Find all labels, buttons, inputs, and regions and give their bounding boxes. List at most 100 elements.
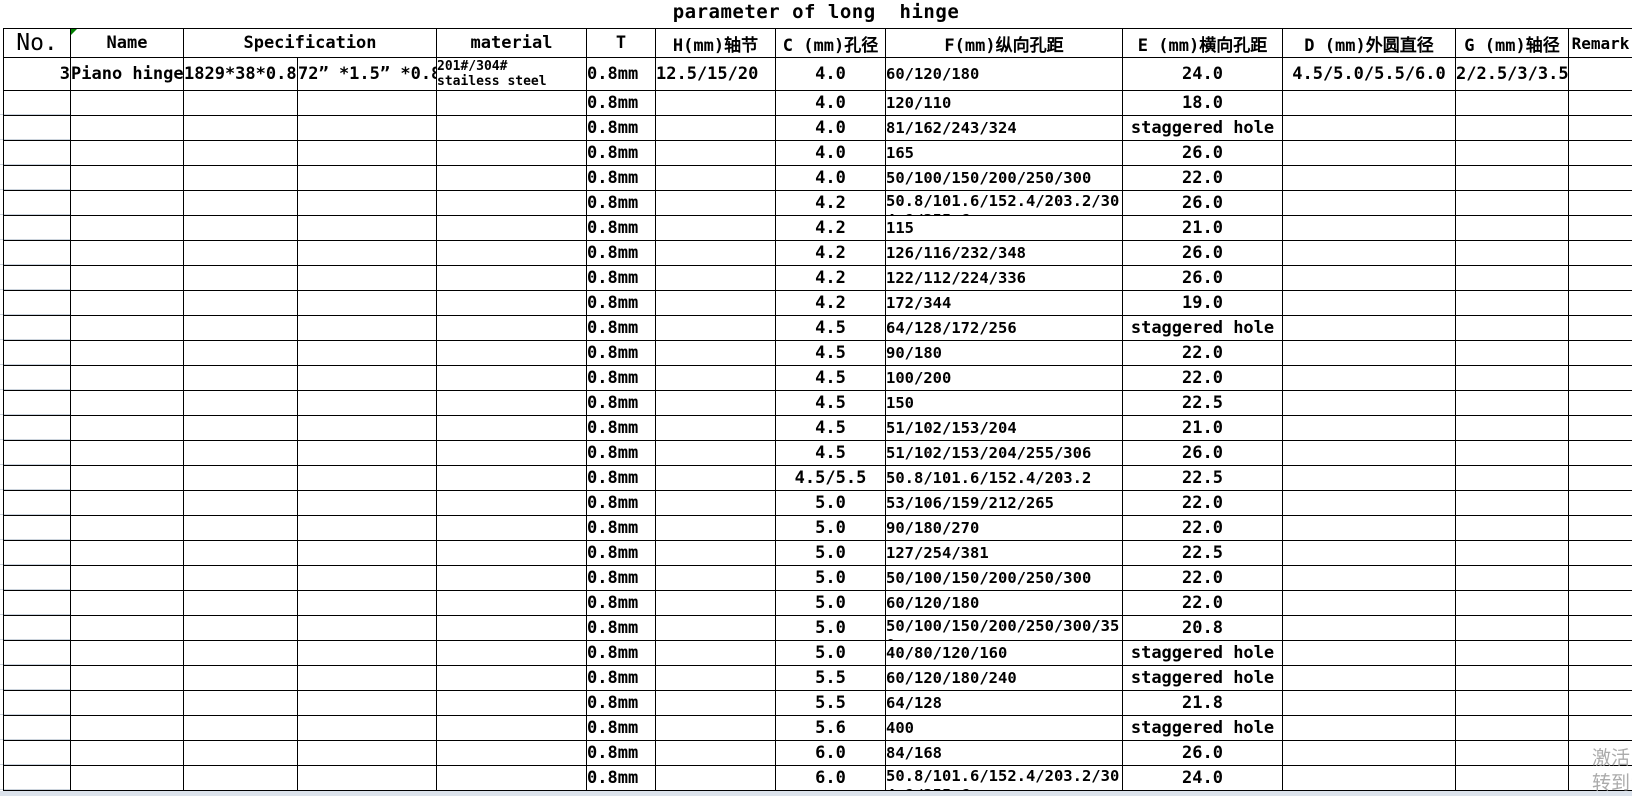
cell-material[interactable] — [436, 740, 587, 766]
cell-e[interactable]: 26.0 — [1122, 240, 1283, 266]
cell-g[interactable] — [1455, 90, 1569, 116]
cell-spec-mm[interactable] — [183, 90, 298, 116]
cell-remark[interactable] — [1568, 57, 1632, 91]
cell-e[interactable]: 24.0 — [1122, 57, 1283, 91]
cell-name[interactable] — [70, 415, 184, 441]
header-f[interactable]: F(mm)纵向孔距 — [885, 28, 1123, 58]
cell-c[interactable]: 5.0 — [775, 490, 886, 516]
cell-spec-mm[interactable] — [183, 165, 298, 191]
cell-f[interactable]: 150 — [885, 390, 1123, 416]
cell-spec-mm[interactable] — [183, 490, 298, 516]
cell-e[interactable]: 21.0 — [1122, 415, 1283, 441]
cell-c[interactable]: 4.0 — [775, 57, 886, 91]
cell-no[interactable] — [3, 615, 71, 641]
cell-e[interactable]: 22.0 — [1122, 340, 1283, 366]
cell-t[interactable]: 0.8mm — [586, 590, 656, 616]
cell-e[interactable]: 21.0 — [1122, 215, 1283, 241]
cell-spec-mm[interactable] — [183, 315, 298, 341]
cell-e[interactable]: staggered hole — [1122, 640, 1283, 666]
cell-no[interactable] — [3, 365, 71, 391]
cell-e[interactable]: 22.0 — [1122, 165, 1283, 191]
cell-d[interactable] — [1282, 390, 1456, 416]
cell-material[interactable] — [436, 315, 587, 341]
cell-d[interactable] — [1282, 665, 1456, 691]
cell-material[interactable] — [436, 515, 587, 541]
cell-no[interactable] — [3, 390, 71, 416]
cell-spec-in[interactable] — [297, 740, 437, 766]
cell-name[interactable] — [70, 590, 184, 616]
cell-g[interactable] — [1455, 240, 1569, 266]
cell-name[interactable] — [70, 240, 184, 266]
cell-f[interactable]: 90/180/270 — [885, 515, 1123, 541]
cell-material[interactable] — [436, 765, 587, 791]
cell-remark[interactable] — [1568, 340, 1632, 366]
cell-f[interactable]: 115 — [885, 215, 1123, 241]
cell-t[interactable]: 0.8mm — [586, 140, 656, 166]
cell-h[interactable] — [655, 315, 776, 341]
cell-material[interactable] — [436, 365, 587, 391]
cell-remark[interactable] — [1568, 765, 1632, 791]
cell-material[interactable] — [436, 140, 587, 166]
cell-material[interactable] — [436, 565, 587, 591]
cell-material[interactable] — [436, 340, 587, 366]
cell-spec-in[interactable] — [297, 540, 437, 566]
cell-g[interactable] — [1455, 415, 1569, 441]
cell-e[interactable]: 22.5 — [1122, 390, 1283, 416]
cell-e[interactable]: staggered hole — [1122, 115, 1283, 141]
cell-c[interactable]: 4.5/5.5 — [775, 465, 886, 491]
cell-e[interactable]: 22.0 — [1122, 565, 1283, 591]
cell-spec-in[interactable] — [297, 690, 437, 716]
cell-material[interactable] — [436, 265, 587, 291]
cell-d[interactable] — [1282, 565, 1456, 591]
cell-e[interactable]: 20.8 — [1122, 615, 1283, 641]
cell-e[interactable]: 22.5 — [1122, 465, 1283, 491]
cell-no[interactable] — [3, 165, 71, 191]
cell-no[interactable] — [3, 290, 71, 316]
cell-spec-in[interactable] — [297, 165, 437, 191]
cell-c[interactable]: 5.0 — [775, 565, 886, 591]
cell-c[interactable]: 6.0 — [775, 740, 886, 766]
cell-no[interactable] — [3, 590, 71, 616]
cell-no[interactable] — [3, 340, 71, 366]
cell-name[interactable] — [70, 165, 184, 191]
cell-g[interactable] — [1455, 540, 1569, 566]
cell-spec-mm[interactable] — [183, 115, 298, 141]
cell-f[interactable]: 60/120/180 — [885, 590, 1123, 616]
cell-t[interactable]: 0.8mm — [586, 565, 656, 591]
cell-h[interactable] — [655, 665, 776, 691]
cell-t[interactable]: 0.8mm — [586, 690, 656, 716]
cell-e[interactable]: staggered hole — [1122, 665, 1283, 691]
cell-c[interactable]: 5.5 — [775, 690, 886, 716]
cell-c[interactable]: 5.0 — [775, 615, 886, 641]
cell-spec-in[interactable] — [297, 265, 437, 291]
cell-remark[interactable] — [1568, 265, 1632, 291]
cell-material[interactable] — [436, 490, 587, 516]
cell-spec-in[interactable] — [297, 715, 437, 741]
cell-remark[interactable] — [1568, 415, 1632, 441]
cell-spec-in[interactable] — [297, 240, 437, 266]
cell-d[interactable] — [1282, 715, 1456, 741]
cell-h[interactable] — [655, 540, 776, 566]
cell-c[interactable]: 5.0 — [775, 640, 886, 666]
cell-g[interactable] — [1455, 665, 1569, 691]
cell-d[interactable] — [1282, 215, 1456, 241]
cell-spec-in[interactable] — [297, 365, 437, 391]
cell-spec-mm[interactable] — [183, 415, 298, 441]
cell-name[interactable] — [70, 690, 184, 716]
cell-no[interactable] — [3, 540, 71, 566]
cell-material[interactable]: 201#/304# stailess steel — [436, 57, 587, 91]
cell-spec-mm[interactable] — [183, 665, 298, 691]
cell-g[interactable] — [1455, 290, 1569, 316]
cell-name[interactable] — [70, 465, 184, 491]
cell-name[interactable] — [70, 140, 184, 166]
cell-remark[interactable] — [1568, 565, 1632, 591]
cell-material[interactable] — [436, 465, 587, 491]
cell-e[interactable]: 24.0 — [1122, 765, 1283, 791]
cell-remark[interactable] — [1568, 240, 1632, 266]
cell-spec-in[interactable] — [297, 765, 437, 791]
cell-name[interactable] — [70, 565, 184, 591]
cell-spec-in[interactable] — [297, 415, 437, 441]
cell-spec-in[interactable] — [297, 640, 437, 666]
cell-d[interactable] — [1282, 640, 1456, 666]
cell-d[interactable] — [1282, 415, 1456, 441]
